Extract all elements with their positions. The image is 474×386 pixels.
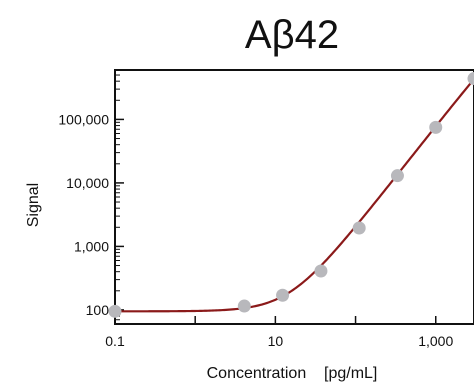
data-point	[276, 288, 290, 302]
y-axis-ticks: 100 1,000 10,000 100,000	[58, 111, 124, 318]
y-tick-label: 100	[86, 302, 110, 318]
data-point	[352, 221, 366, 235]
fit-curve	[115, 78, 474, 313]
x-tick-label: 0.1	[105, 333, 125, 349]
y-tick-label: 1,000	[74, 238, 109, 254]
x-tick-label: 1,000	[418, 333, 453, 349]
data-point	[237, 299, 251, 313]
y-tick-label: 100,000	[58, 111, 109, 127]
plot-frame	[114, 69, 474, 325]
data-point	[314, 264, 328, 278]
data-point	[467, 72, 474, 86]
data-point	[429, 120, 443, 134]
y-tick-label: 10,000	[66, 175, 109, 191]
data-points	[108, 72, 474, 318]
data-point	[108, 304, 122, 318]
y-axis-title: Signal	[25, 183, 42, 227]
x-axis-ticks: 0.1 10 1,000	[105, 316, 453, 349]
chart-title: Aβ42	[245, 13, 339, 57]
minor-ticks	[115, 69, 120, 325]
x-tick-label: 10	[268, 333, 284, 349]
x-axis-title: Concentration [pg/mL]	[207, 365, 378, 382]
data-point	[390, 169, 404, 183]
